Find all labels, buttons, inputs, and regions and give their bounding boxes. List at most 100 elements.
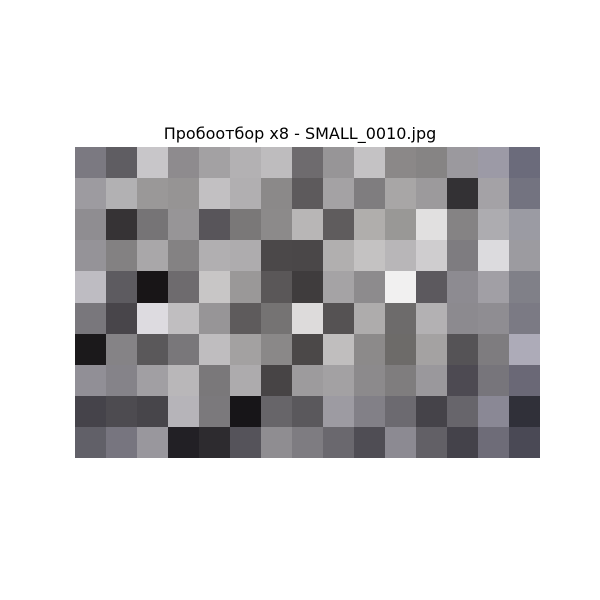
pixel-cell: [354, 396, 385, 427]
pixel-cell: [478, 147, 509, 178]
pixel-cell: [354, 365, 385, 396]
pixel-cell: [509, 427, 540, 458]
pixel-cell: [106, 365, 137, 396]
pixel-cell: [106, 178, 137, 209]
pixel-cell: [447, 209, 478, 240]
pixel-cell: [509, 365, 540, 396]
pixel-cell: [168, 209, 199, 240]
pixel-cell: [416, 303, 447, 334]
pixel-cell: [168, 427, 199, 458]
pixel-cell: [168, 396, 199, 427]
pixel-cell: [323, 303, 354, 334]
pixel-cell: [75, 209, 106, 240]
pixel-cell: [261, 271, 292, 303]
pixel-cell: [137, 396, 168, 427]
pixel-cell: [292, 396, 323, 427]
sampled-image: [75, 147, 540, 458]
pixel-cell: [199, 209, 230, 240]
pixel-cell: [416, 365, 447, 396]
pixel-cell: [261, 427, 292, 458]
pixel-cell: [261, 147, 292, 178]
pixel-cell: [385, 178, 416, 209]
pixel-cell: [478, 427, 509, 458]
pixel-cell: [447, 240, 478, 271]
pixel-cell: [199, 303, 230, 334]
pixel-cell: [478, 271, 509, 303]
pixel-cell: [199, 334, 230, 365]
pixel-cell: [509, 303, 540, 334]
pixel-cell: [354, 303, 385, 334]
pixel-cell: [168, 240, 199, 271]
pixel-cell: [292, 147, 323, 178]
pixel-cell: [354, 147, 385, 178]
pixel-cell: [509, 334, 540, 365]
pixel-cell: [509, 271, 540, 303]
pixel-cell: [261, 240, 292, 271]
pixel-cell: [230, 271, 261, 303]
pixel-cell: [230, 427, 261, 458]
pixel-cell: [447, 178, 478, 209]
pixel-cell: [137, 209, 168, 240]
pixel-cell: [168, 334, 199, 365]
pixel-cell: [230, 365, 261, 396]
pixel-cell: [230, 334, 261, 365]
pixel-cell: [416, 240, 447, 271]
figure-title: Пробоотбор x8 - SMALL_0010.jpg: [163, 124, 437, 143]
pixel-cell: [292, 365, 323, 396]
pixel-cell: [447, 271, 478, 303]
pixel-cell: [230, 178, 261, 209]
pixel-cell: [106, 427, 137, 458]
pixel-cell: [323, 209, 354, 240]
pixel-cell: [385, 427, 416, 458]
pixel-cell: [478, 240, 509, 271]
pixel-cell: [75, 240, 106, 271]
pixel-cell: [199, 365, 230, 396]
pixel-cell: [261, 334, 292, 365]
pixel-cell: [75, 271, 106, 303]
pixel-cell: [199, 178, 230, 209]
pixel-cell: [385, 240, 416, 271]
pixel-cell: [478, 303, 509, 334]
pixel-cell: [478, 209, 509, 240]
pixel-cell: [199, 271, 230, 303]
pixel-cell: [385, 209, 416, 240]
pixel-cell: [292, 334, 323, 365]
pixel-cell: [168, 178, 199, 209]
pixel-cell: [168, 147, 199, 178]
pixel-cell: [323, 240, 354, 271]
pixel-cell: [261, 209, 292, 240]
pixel-cell: [323, 147, 354, 178]
pixel-cell: [75, 147, 106, 178]
pixel-cell: [75, 334, 106, 365]
pixel-cell: [230, 240, 261, 271]
pixel-cell: [199, 427, 230, 458]
pixel-cell: [509, 209, 540, 240]
pixel-cell: [75, 303, 106, 334]
pixel-cell: [292, 178, 323, 209]
pixel-cell: [106, 209, 137, 240]
pixel-cell: [106, 271, 137, 303]
pixel-cell: [75, 178, 106, 209]
pixel-cell: [261, 365, 292, 396]
pixel-cell: [385, 147, 416, 178]
pixel-cell: [509, 178, 540, 209]
pixel-cell: [106, 303, 137, 334]
pixel-cell: [75, 365, 106, 396]
pixel-cell: [292, 427, 323, 458]
pixel-cell: [106, 334, 137, 365]
pixel-cell: [75, 427, 106, 458]
pixel-cell: [509, 396, 540, 427]
pixel-cell: [199, 240, 230, 271]
pixel-cell: [261, 178, 292, 209]
pixel-cell: [137, 271, 168, 303]
pixel-cell: [478, 178, 509, 209]
pixel-cell: [323, 365, 354, 396]
pixel-cell: [106, 240, 137, 271]
pixel-cell: [509, 147, 540, 178]
pixel-cell: [261, 303, 292, 334]
pixel-cell: [168, 271, 199, 303]
pixel-cell: [447, 396, 478, 427]
pixel-cell: [354, 240, 385, 271]
pixel-cell: [230, 396, 261, 427]
pixel-cell: [478, 396, 509, 427]
